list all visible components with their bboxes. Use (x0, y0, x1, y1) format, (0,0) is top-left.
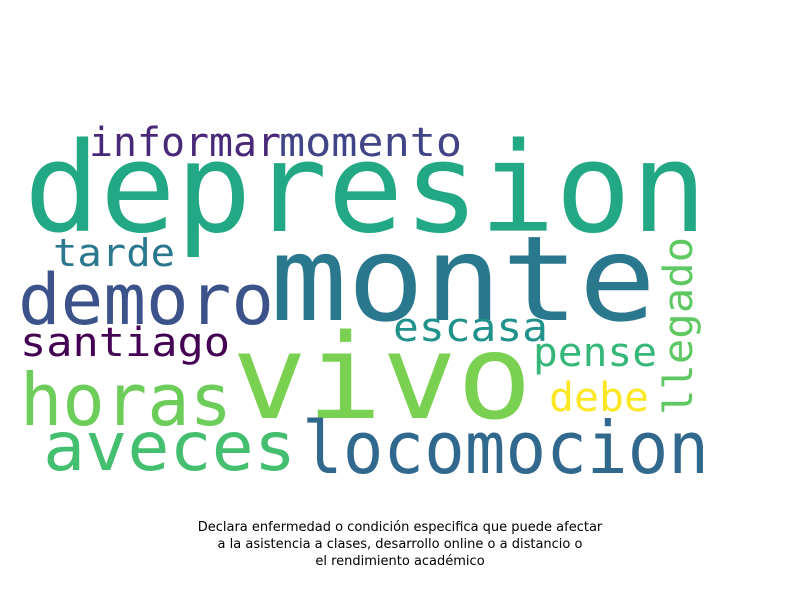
word-demoro: demoro (18, 259, 274, 341)
word-monte: monte (270, 210, 656, 348)
word-santiago: santiago (20, 320, 230, 366)
word-llegado: llegado (656, 237, 702, 415)
word-tarde: tarde (53, 231, 175, 275)
word-depresion: depresion (24, 117, 707, 261)
word-horas: horas (20, 358, 232, 442)
word-aveces: aveces (43, 408, 296, 487)
word-vivo: vivo (232, 308, 532, 446)
caption-line-1: Declara enfermedad o condición especific… (197, 520, 603, 535)
caption: Declara enfermedad o condición especific… (100, 519, 700, 570)
word-informar: informar (89, 120, 281, 166)
word-debe: debe (549, 375, 649, 421)
word-pense: pense (533, 330, 657, 376)
caption-line-3: el rendimiento académico (315, 554, 485, 569)
word-momento: momento (279, 120, 462, 166)
word-locomocion: locomocion (302, 406, 709, 490)
caption-line-2: a la asistencia a clases, desarrollo onl… (217, 537, 583, 552)
word-escasa: escasa (393, 305, 548, 351)
